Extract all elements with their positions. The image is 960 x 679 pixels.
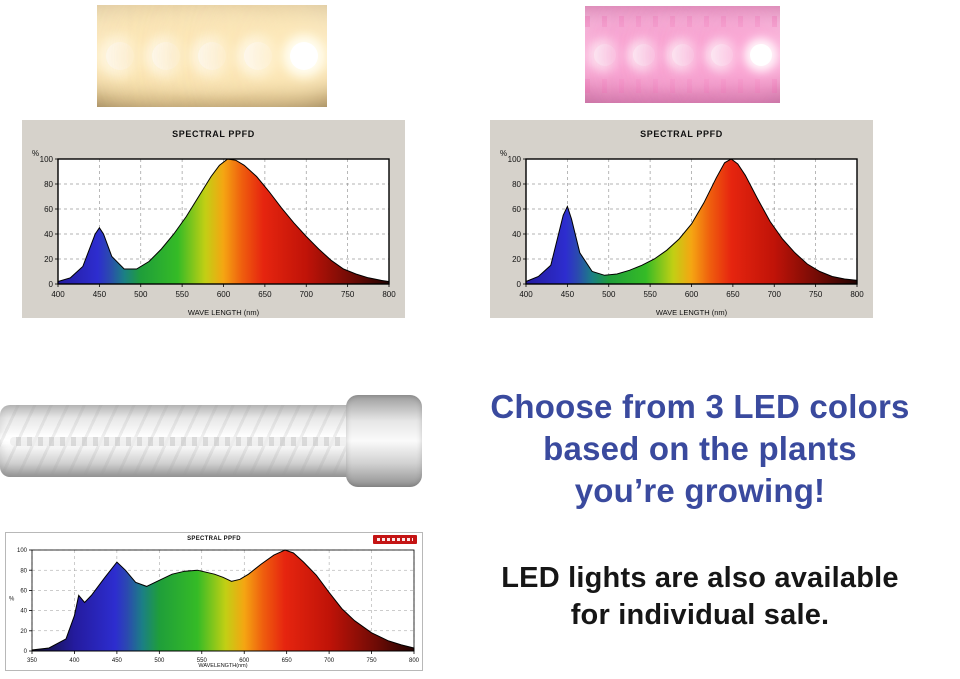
warm-led-strip-photo — [97, 5, 327, 107]
svg-text:800: 800 — [382, 290, 396, 299]
pink-led-strip-photo — [585, 6, 780, 103]
chart-plot-area: 400 450 500 550 600 650 700 750 800 0 20 40 60 80 100%… — [490, 145, 873, 323]
svg-text:20: 20 — [512, 255, 521, 264]
svg-text:80: 80 — [44, 180, 53, 189]
led-glow — [593, 43, 616, 66]
led-glow — [106, 42, 134, 70]
availability-note: LED lights are also available for indivi… — [452, 560, 948, 633]
svg-text:500: 500 — [134, 290, 148, 299]
svg-text:750: 750 — [341, 290, 355, 299]
svg-text:WAVE LENGTH (nm): WAVE LENGTH (nm) — [188, 308, 260, 317]
spectral-chart-bloom: SPECTRAL PPFD 400 450 500 550 600 650 700 750 80… — [490, 120, 873, 318]
led-glow — [671, 43, 694, 66]
chart-title: SPECTRAL PPFD — [187, 536, 241, 542]
svg-text:650: 650 — [282, 658, 293, 664]
svg-text:400: 400 — [51, 290, 65, 299]
svg-text:100: 100 — [17, 548, 28, 554]
svg-text:WAVELENGTH(nm): WAVELENGTH(nm) — [198, 663, 247, 669]
svg-text:40: 40 — [20, 609, 27, 615]
tube-led-row — [10, 437, 350, 446]
svg-text:450: 450 — [112, 658, 123, 664]
svg-text:100: 100 — [40, 155, 54, 164]
led-glow — [749, 43, 772, 66]
svg-text:400: 400 — [519, 290, 533, 299]
svg-text:60: 60 — [44, 205, 53, 214]
chart-plot-area: 350 400 450 500 550 600 650 700 750 800 0 20 40 60 80 1… — [6, 545, 422, 675]
led-glow — [152, 42, 180, 70]
svg-text:0: 0 — [517, 280, 522, 289]
chart-plot-area: 400 450 500 550 600 650 700 750 800 0 20 40 60 80 100%… — [22, 145, 405, 323]
svg-text:750: 750 — [367, 658, 378, 664]
svg-text:550: 550 — [643, 290, 657, 299]
led-glow — [290, 42, 318, 70]
svg-text:700: 700 — [324, 658, 335, 664]
svg-text:600: 600 — [217, 290, 231, 299]
led-tube-photo — [0, 385, 422, 497]
chart-title: SPECTRAL PPFD — [172, 129, 255, 139]
svg-text:550: 550 — [175, 290, 189, 299]
svg-text:80: 80 — [20, 568, 27, 574]
note-line: LED lights are also available — [501, 562, 899, 594]
note-line: for individual sale. — [570, 598, 830, 631]
svg-text:350: 350 — [27, 658, 38, 664]
spectral-chart-warm: SPECTRAL PPFD 400 450 500 550 600 650 700 750 80… — [22, 120, 405, 318]
svg-text:20: 20 — [20, 629, 27, 635]
svg-text:%: % — [9, 597, 15, 603]
svg-text:650: 650 — [258, 290, 272, 299]
svg-text:500: 500 — [602, 290, 616, 299]
headline: Choose from 3 LED colors based on the pl… — [452, 386, 948, 512]
svg-text:600: 600 — [685, 290, 699, 299]
spectral-chart-full: SPECTRAL PPFD 350 400 450 500 550 600 650 700 75… — [5, 532, 423, 671]
tube-end-cap — [346, 395, 422, 487]
svg-text:450: 450 — [93, 290, 107, 299]
svg-text:800: 800 — [409, 658, 420, 664]
svg-text:20: 20 — [44, 255, 53, 264]
svg-text:80: 80 — [512, 180, 521, 189]
led-glow — [244, 42, 272, 70]
svg-text:0: 0 — [24, 649, 28, 655]
svg-text:60: 60 — [20, 589, 27, 595]
svg-text:550: 550 — [197, 658, 208, 664]
svg-text:400: 400 — [69, 658, 80, 664]
headline-line: based on the plants — [543, 429, 857, 467]
svg-text:800: 800 — [850, 290, 864, 299]
svg-text:0: 0 — [49, 280, 54, 289]
led-glow — [198, 42, 226, 70]
svg-text:700: 700 — [300, 290, 314, 299]
svg-text:500: 500 — [154, 658, 165, 664]
svg-text:60: 60 — [512, 205, 521, 214]
svg-text:%: % — [500, 149, 507, 158]
svg-text:40: 40 — [512, 230, 521, 239]
svg-text:650: 650 — [726, 290, 740, 299]
svg-text:100: 100 — [508, 155, 522, 164]
svg-text:700: 700 — [768, 290, 782, 299]
led-glow — [632, 43, 655, 66]
red-logo-badge — [373, 535, 417, 544]
svg-text:WAVE LENGTH (nm): WAVE LENGTH (nm) — [656, 308, 728, 317]
headline-line: Choose from 3 LED colors — [490, 388, 910, 425]
svg-text:40: 40 — [44, 230, 53, 239]
chart-title: SPECTRAL PPFD — [640, 129, 723, 139]
svg-text:%: % — [32, 149, 39, 158]
headline-line: you’re growing! — [574, 471, 826, 509]
svg-text:450: 450 — [561, 290, 575, 299]
led-glow — [710, 43, 733, 66]
svg-text:600: 600 — [239, 658, 250, 664]
svg-text:750: 750 — [809, 290, 823, 299]
